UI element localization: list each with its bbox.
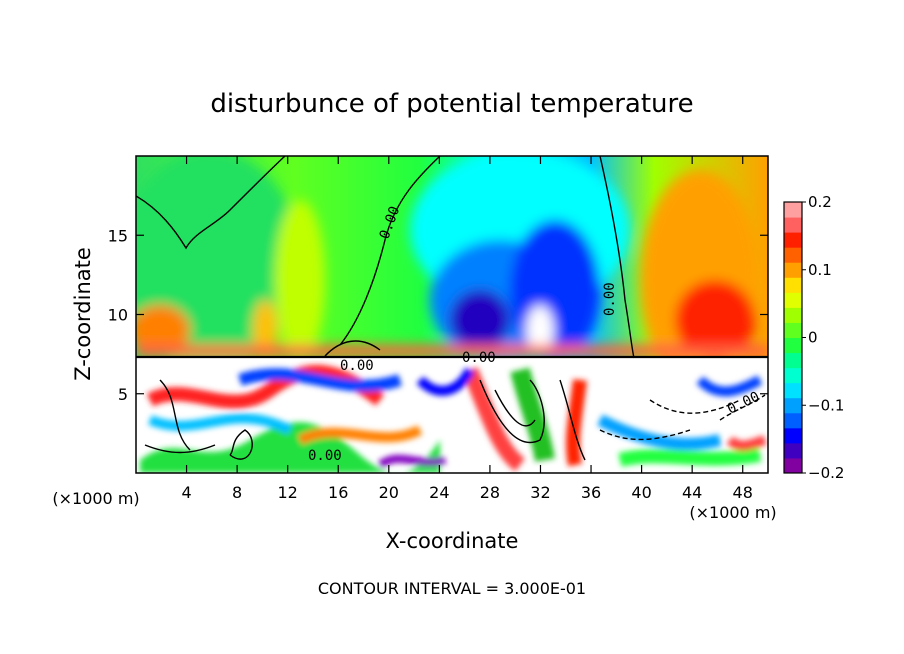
colorbar: 0.2 0.1 0 −0.1 −0.2 (783, 193, 844, 482)
x-tick-label: 40 (631, 483, 651, 502)
colorbar-tick-label: 0.2 (808, 193, 832, 211)
colorbar-tick-label: −0.2 (808, 464, 844, 482)
y-tick-label: 10 (108, 306, 128, 325)
contour-label: 0.00 (602, 282, 618, 316)
y-tick-label: 5 (118, 385, 128, 404)
colorbar-swatch (784, 322, 802, 338)
colorbar-tick-label: 0 (808, 329, 818, 347)
x-tick-label: 16 (328, 483, 348, 502)
colorbar-swatch (784, 217, 802, 233)
colorbar-swatch (784, 307, 802, 323)
y-tick-label: 15 (108, 226, 128, 245)
colorbar-swatch (784, 337, 802, 354)
colorbar-swatch (784, 277, 802, 293)
colorbar-swatch (784, 232, 802, 248)
colorbar-swatch (784, 412, 802, 429)
colorbar-swatch (784, 442, 802, 459)
contour-interval-note: CONTOUR INTERVAL = 3.000E-01 (318, 579, 586, 598)
colorbar-tick-label: 0.1 (808, 261, 832, 279)
x-axis-title: X-coordinate (386, 529, 519, 553)
y-axis: 5 10 15 (108, 226, 768, 404)
colorbar-swatch (784, 352, 802, 369)
colorbar-swatch (784, 397, 802, 414)
colorbar-swatch (784, 382, 802, 399)
x-axis: 4 8 12 16 20 24 28 32 36 40 44 48 (181, 156, 753, 502)
contour-label: 0.00 (340, 358, 374, 374)
x-tick-label: 36 (581, 483, 601, 502)
colorbar-swatch (784, 262, 802, 278)
y-unit-label: (×1000 m) (689, 503, 776, 522)
colorbar-swatch (784, 427, 802, 444)
x-unit-label: (×1000 m) (52, 489, 139, 508)
colorbar-swatch (784, 247, 802, 263)
contour-lines (136, 156, 768, 461)
x-tick-label: 8 (232, 483, 242, 502)
x-tick-label: 48 (733, 483, 753, 502)
colorbar-swatch (784, 202, 802, 218)
contour-label: 0.00 (308, 448, 342, 464)
colorbar-tick-label: −0.1 (808, 396, 844, 414)
x-tick-label: 24 (429, 483, 449, 502)
x-tick-label: 44 (682, 483, 702, 502)
x-tick-label: 32 (530, 483, 550, 502)
colorbar-swatch (784, 367, 802, 384)
plot-area (136, 156, 768, 473)
x-tick-label: 12 (278, 483, 298, 502)
colorbar-swatch (784, 292, 802, 308)
contour-label: 0.00 (462, 350, 496, 366)
x-tick-label: 20 (379, 483, 399, 502)
upper-field (136, 156, 768, 390)
x-tick-label: 28 (480, 483, 500, 502)
chart-title: disturbunce of potential temperature (210, 89, 693, 119)
colorbar-swatch (784, 457, 802, 474)
y-axis-title: Z-coordinate (71, 247, 95, 381)
x-tick-label: 4 (181, 483, 191, 502)
lower-field (140, 364, 767, 473)
